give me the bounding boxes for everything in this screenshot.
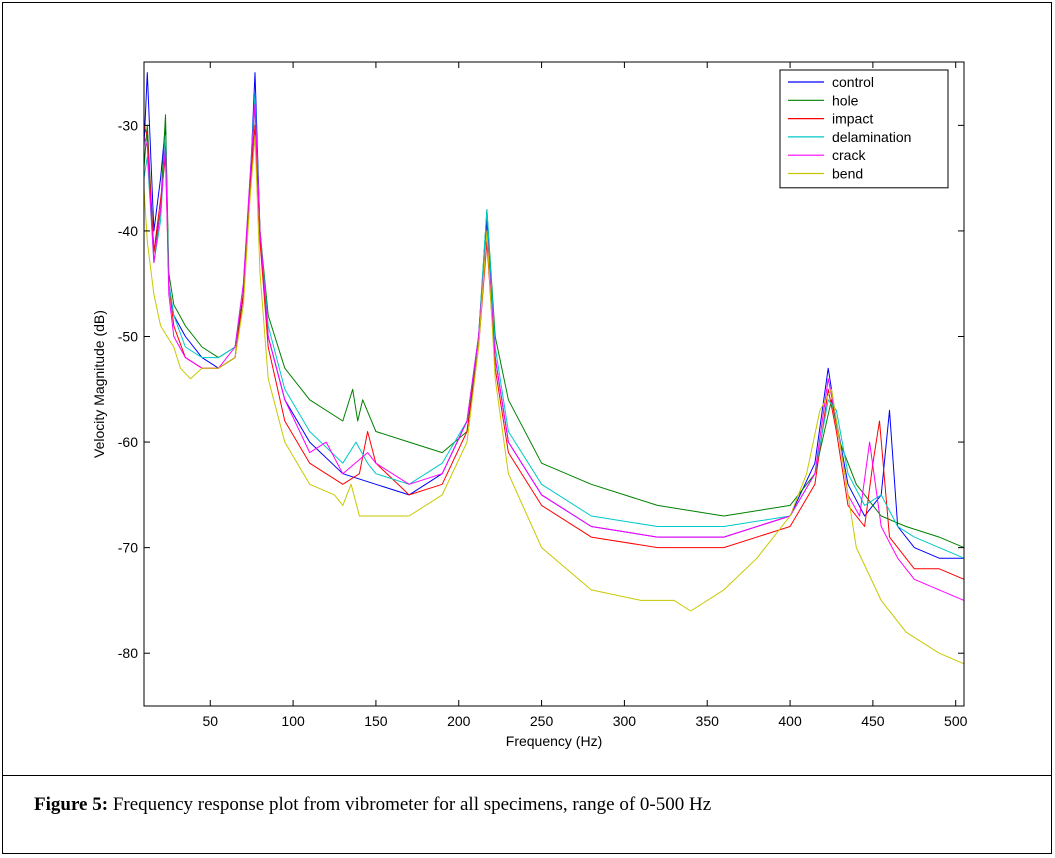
- y-tick-label: -60: [118, 434, 138, 450]
- legend-label-bend: bend: [832, 166, 863, 182]
- x-tick-label: 300: [613, 713, 637, 729]
- caption-text: Frequency response plot from vibrometer …: [112, 794, 712, 815]
- legend-box: [779, 69, 949, 189]
- y-tick-label: -50: [118, 328, 138, 344]
- x-tick-label: 200: [447, 713, 471, 729]
- x-ticks: 50 100 150 200 250 300 350 400 450 500: [202, 62, 968, 729]
- caption-divider: [3, 775, 1051, 776]
- series-line-bend: [143, 135, 965, 665]
- x-tick-label: 150: [364, 713, 388, 729]
- legend: control hole impact delamination crack bend: [779, 69, 949, 189]
- y-tick-label: -30: [118, 117, 138, 133]
- frequency-response-chart: 50 100 150 200 250 300 350 400 450 500 -30-40-50-…: [91, 61, 968, 749]
- figure-caption: Figure 5: Frequency response plot from v…: [34, 794, 711, 816]
- legend-label-hole: hole: [832, 92, 859, 108]
- x-tick-label: 100: [281, 713, 305, 729]
- series-line-impact: [143, 124, 965, 580]
- x-tick-label: 500: [944, 713, 968, 729]
- y-axis-title: Velocity Magnitude (dB): [91, 310, 107, 458]
- x-tick-label: 50: [202, 713, 218, 729]
- plot-lines: [143, 72, 965, 665]
- plot-area: [143, 61, 965, 707]
- y-ticks: -30 -40 -50 -60 -70 -80: [118, 117, 964, 661]
- y-tick-label: -40: [118, 223, 138, 239]
- y-tick-label: -70: [118, 540, 138, 556]
- x-tick-label: 350: [696, 713, 720, 729]
- legend-label-control: control: [832, 74, 874, 90]
- x-tick-label: 250: [530, 713, 554, 729]
- legend-label-impact: impact: [832, 111, 873, 127]
- x-axis-title: Frequency (Hz): [506, 733, 602, 749]
- x-tick-label: 400: [778, 713, 802, 729]
- caption-label: Figure 5:: [34, 794, 109, 815]
- legend-label-delamination: delamination: [832, 129, 911, 145]
- legend-label-crack: crack: [832, 147, 866, 163]
- y-tick-label: -80: [118, 645, 138, 661]
- x-tick-label: 450: [861, 713, 885, 729]
